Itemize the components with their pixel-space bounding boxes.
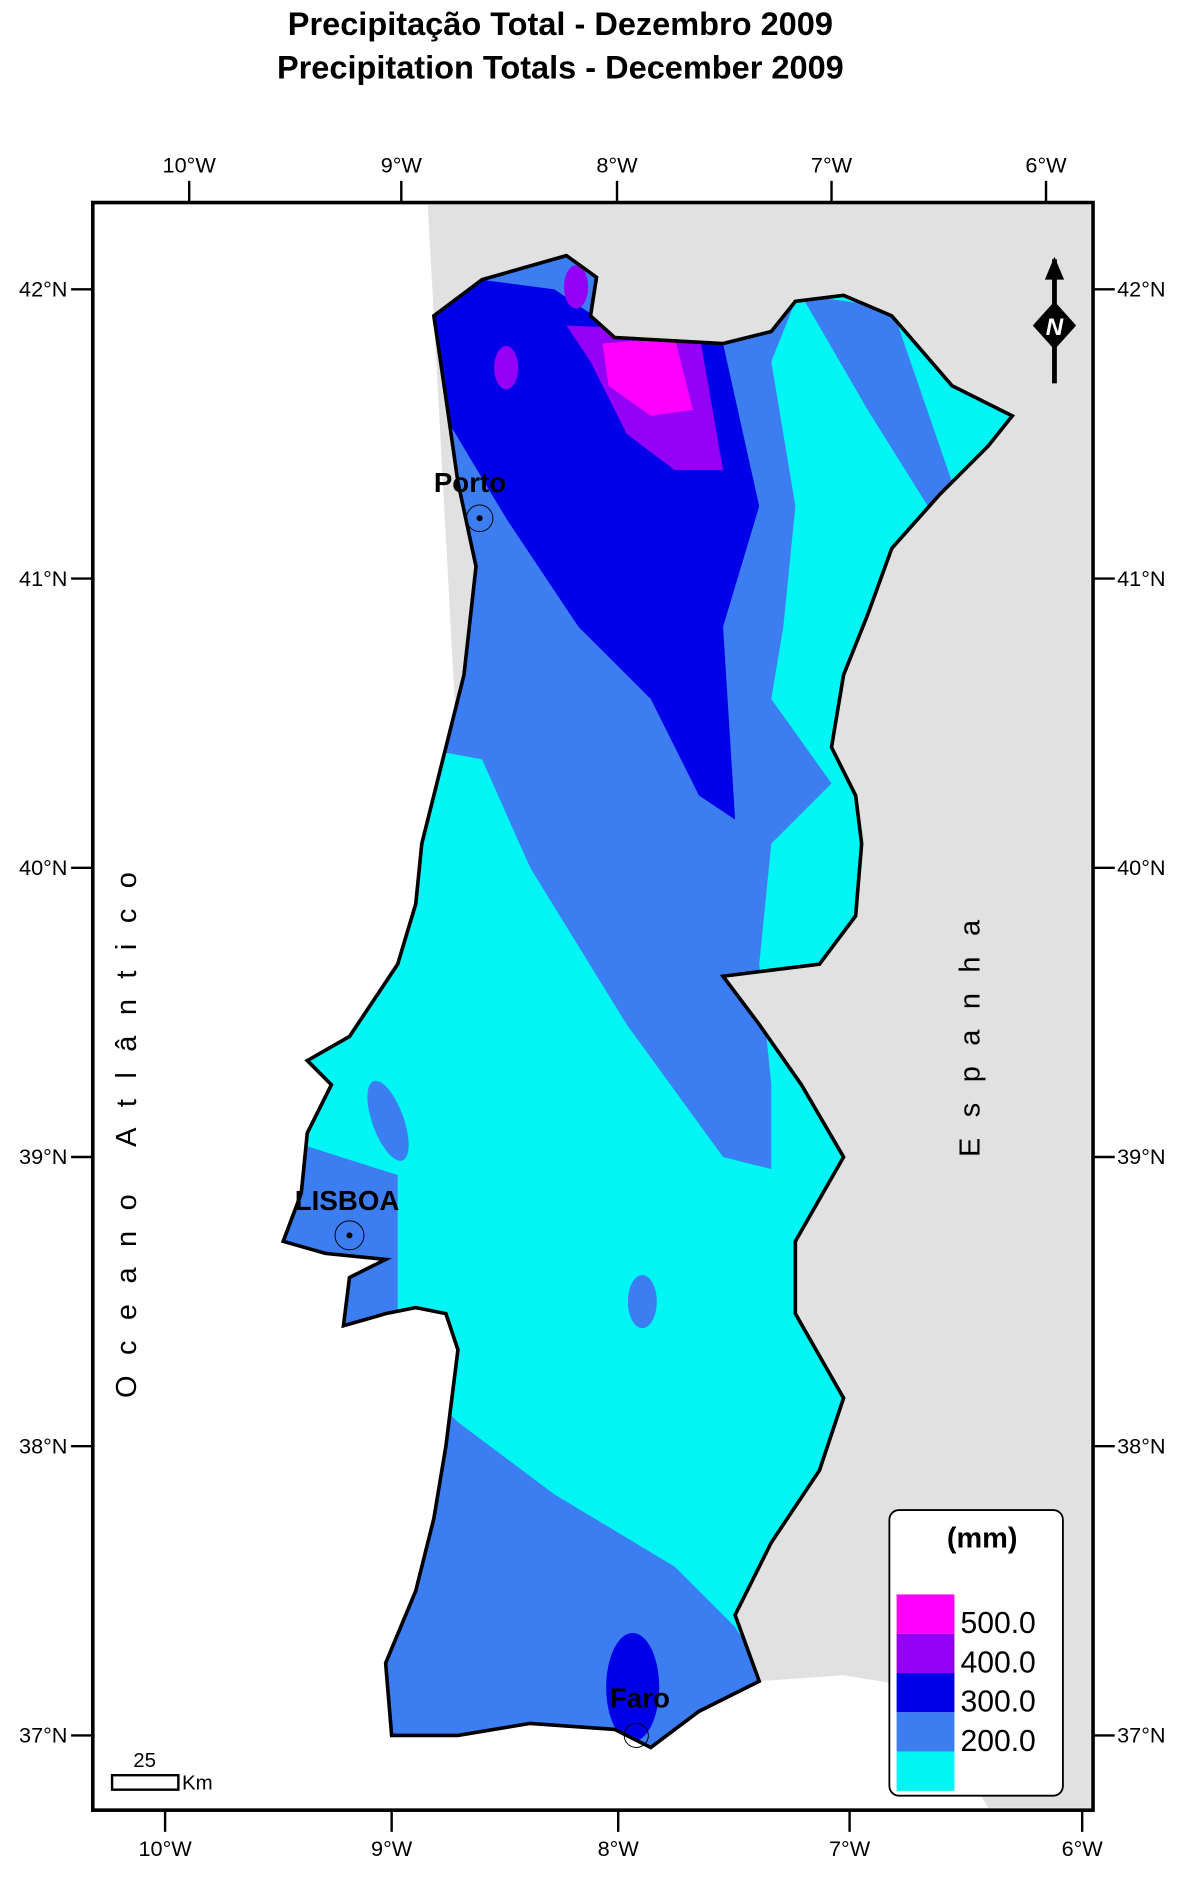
lat-label: 38°N xyxy=(19,1433,67,1458)
lon-label: 8°W xyxy=(596,152,638,177)
legend-swatch xyxy=(896,1633,955,1674)
graticule: 10°W 9°W 8°W 7°W 6°W 10°W 9°W 8°W 7°W 6°W 42°N 41°N… xyxy=(19,152,1166,1861)
lat-label: 39°N xyxy=(19,1144,67,1169)
zone-200 xyxy=(367,1080,409,1161)
legend-label: 500.0 xyxy=(960,1607,1035,1640)
country-label: Espanha xyxy=(955,899,987,1157)
lat-label: 40°N xyxy=(19,855,67,880)
lat-label: 39°N xyxy=(1117,1144,1165,1169)
zone-200 xyxy=(801,295,953,507)
city-marker xyxy=(623,1722,649,1748)
lat-label: 37°N xyxy=(19,1723,67,1748)
svg-text:N: N xyxy=(1046,314,1064,341)
city-marker xyxy=(465,504,494,533)
lon-label: 10°W xyxy=(163,152,217,177)
lon-label: 6°W xyxy=(1062,1836,1104,1861)
subtitle: Precipitation Totals - December 2009 xyxy=(277,49,844,85)
legend-title: (mm) xyxy=(947,1522,1018,1554)
zone-300 xyxy=(606,1633,660,1742)
legend-label: 300.0 xyxy=(960,1686,1035,1719)
lat-label: 41°N xyxy=(1117,566,1165,591)
legend-label: 400.0 xyxy=(960,1646,1035,1679)
city-marker xyxy=(476,515,483,522)
frame xyxy=(90,200,1095,1812)
lon-label: 7°W xyxy=(811,152,853,177)
scale-unit: Km xyxy=(182,1772,213,1795)
lon-label: 9°W xyxy=(371,1836,413,1861)
lon-label: 7°W xyxy=(829,1836,871,1861)
map-area xyxy=(90,200,1095,1812)
zone-500 xyxy=(602,337,693,416)
lon-label: 9°W xyxy=(381,152,423,177)
lon-label: 6°W xyxy=(1025,152,1067,177)
city-marker xyxy=(346,1232,353,1239)
lat-label: 37°N xyxy=(1117,1723,1165,1748)
lat-label: 42°N xyxy=(1117,277,1165,302)
ocean-label: Oceano Atlântico xyxy=(111,852,143,1398)
lat-label: 41°N xyxy=(19,566,67,591)
zone-400 xyxy=(494,345,519,390)
lat-label: 38°N xyxy=(1117,1433,1165,1458)
lat-label: 42°N xyxy=(19,277,67,302)
legend-label: 200.0 xyxy=(960,1725,1035,1758)
city-label: LISBOA xyxy=(295,1185,400,1216)
title: Precipitação Total - Dezembro 2009 xyxy=(288,6,833,42)
zone-400 xyxy=(563,265,589,309)
legend-swatch xyxy=(896,1594,955,1634)
lon-label: 8°W xyxy=(598,1836,640,1861)
scale-value: 25 xyxy=(133,1749,156,1772)
city-label: Porto xyxy=(434,467,506,498)
city-label: Faro xyxy=(610,1683,670,1714)
city-marker xyxy=(334,1220,365,1251)
zone-200 xyxy=(373,1361,772,1748)
lat-label: 40°N xyxy=(1117,855,1165,880)
north-arrow: N xyxy=(1032,256,1077,384)
legend-swatch xyxy=(896,1673,955,1713)
scale-bar xyxy=(110,1774,180,1791)
zone-200 xyxy=(627,1275,657,1329)
legend: (mm) 500.0 400.0 300.0 200.0 xyxy=(888,1509,1064,1797)
lon-label: 10°W xyxy=(138,1836,192,1861)
legend-swatch xyxy=(896,1712,955,1752)
legend-swatch xyxy=(896,1751,955,1791)
